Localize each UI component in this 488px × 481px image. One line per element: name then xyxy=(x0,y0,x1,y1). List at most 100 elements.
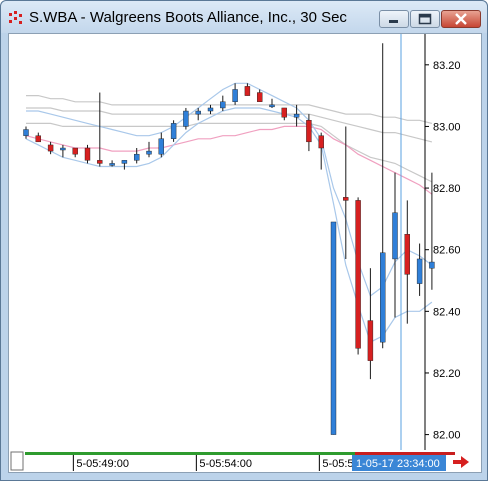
candlestick-chart[interactable]: 83.20 83.00 82.80 82.60 82.40 82.20 82.00 5-05… xyxy=(9,34,481,472)
candle xyxy=(170,120,177,142)
candle xyxy=(244,83,251,96)
candle-body xyxy=(183,110,189,127)
candle xyxy=(293,104,300,127)
candle-body xyxy=(306,120,312,143)
band-lower-line xyxy=(25,107,433,343)
candle-body xyxy=(121,160,128,164)
cursor-time-label-bg xyxy=(352,455,446,471)
candle-body xyxy=(109,163,115,166)
candle xyxy=(195,107,201,121)
candle-body xyxy=(392,212,398,260)
candle xyxy=(416,243,423,296)
chart-app-icon xyxy=(9,11,22,24)
candle-body xyxy=(146,150,152,155)
candle xyxy=(306,114,312,152)
candle-body xyxy=(170,123,177,139)
candle xyxy=(318,132,324,170)
candle xyxy=(330,221,337,435)
scroll-right-arrow-icon[interactable] xyxy=(461,456,469,468)
maximize-icon xyxy=(418,13,432,25)
candle-body xyxy=(330,221,337,435)
candle-body xyxy=(23,129,29,136)
candle-body xyxy=(281,107,287,118)
candle xyxy=(109,160,115,167)
candle-body xyxy=(429,261,435,269)
candle xyxy=(269,98,275,108)
candle xyxy=(429,172,435,290)
candle xyxy=(207,104,214,115)
moving-average-gray-1 xyxy=(26,94,433,124)
candle xyxy=(380,43,386,349)
candle xyxy=(47,141,54,155)
candle xyxy=(232,83,238,105)
scroll-range-red xyxy=(355,452,455,455)
chart-panel[interactable]: 83.20 83.00 82.80 82.60 82.40 82.20 82.00 5-05… xyxy=(8,33,482,473)
price-tick-label: 82.60 xyxy=(433,245,461,257)
candle xyxy=(133,148,140,164)
candle xyxy=(256,89,263,102)
candle xyxy=(35,132,41,143)
candle-body xyxy=(244,86,251,96)
candle-body xyxy=(416,258,423,284)
candle xyxy=(355,197,361,355)
candle xyxy=(220,95,226,112)
candle xyxy=(146,141,152,158)
candle xyxy=(367,268,374,380)
price-tick-label: 82.80 xyxy=(433,183,461,195)
close-button[interactable] xyxy=(441,10,481,28)
cursor-time-label: 1-05-17 23:34:00 xyxy=(356,458,440,470)
scroll-range-green xyxy=(25,452,355,455)
candle-body xyxy=(133,153,140,161)
candle-body xyxy=(232,89,238,102)
close-icon xyxy=(455,13,467,25)
candle xyxy=(343,126,349,259)
candle-body xyxy=(404,234,410,275)
candle xyxy=(392,172,398,318)
scroll-start-handle[interactable] xyxy=(10,451,24,471)
minimize-button[interactable] xyxy=(379,10,409,28)
candle-body xyxy=(367,320,374,361)
candle-body xyxy=(60,147,66,151)
candle-body xyxy=(256,92,263,102)
time-tick-label: 5-05:54:00 xyxy=(199,458,252,470)
candle-body xyxy=(380,252,386,343)
candle-body xyxy=(97,160,103,164)
price-tick-label: 83.00 xyxy=(433,121,461,133)
candle-body xyxy=(72,147,78,155)
candle xyxy=(84,144,91,164)
title-bar[interactable]: S.WBA - Walgreens Boots Alliance, Inc., … xyxy=(1,1,487,33)
candle xyxy=(121,160,128,170)
price-tick-label: 82.40 xyxy=(433,306,461,318)
candle-body xyxy=(220,101,226,109)
candle-body xyxy=(318,135,324,149)
moving-average-gray-3 xyxy=(26,122,433,183)
maximize-button[interactable] xyxy=(410,10,440,28)
candle-body xyxy=(343,197,349,201)
band-upper-line xyxy=(26,82,433,297)
window-title: S.WBA - Walgreens Boots Alliance, Inc., … xyxy=(29,9,347,26)
candle xyxy=(23,126,29,139)
candle-body xyxy=(195,110,201,115)
price-tick-label: 82.00 xyxy=(433,430,461,442)
time-tick-label: 5-05:49:00 xyxy=(76,458,129,470)
scroll-right-arrow-stem xyxy=(453,460,462,464)
candle-body xyxy=(47,144,54,152)
candle xyxy=(158,132,165,158)
candle xyxy=(60,144,66,158)
candle-body xyxy=(293,113,300,118)
candle xyxy=(281,107,287,121)
candle-body xyxy=(269,104,275,108)
candle-body xyxy=(158,138,165,155)
candle xyxy=(404,200,410,324)
price-tick-label: 83.20 xyxy=(433,60,461,72)
minimize-icon xyxy=(389,20,398,23)
candle-body xyxy=(207,107,214,112)
candle-body xyxy=(355,200,361,349)
candle xyxy=(97,92,103,167)
candle-body xyxy=(35,135,41,143)
candle xyxy=(72,147,78,158)
moving-average-pink xyxy=(25,125,433,195)
moving-average-gray-2 xyxy=(26,107,433,143)
candle-body xyxy=(84,147,91,161)
